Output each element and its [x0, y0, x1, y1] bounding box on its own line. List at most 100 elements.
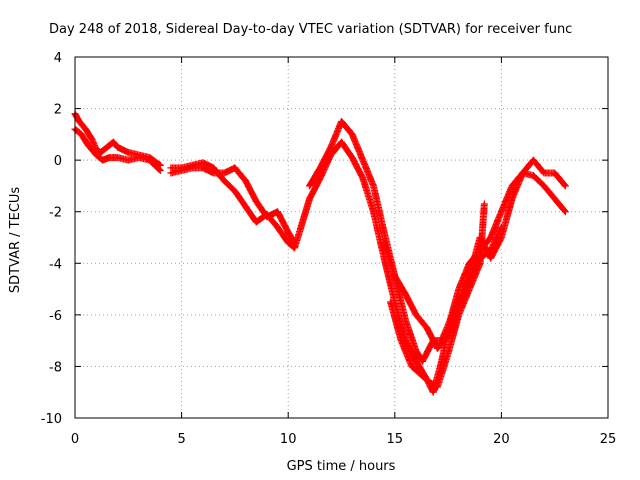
data-point: [399, 339, 403, 342]
plot-frame: [74, 56, 609, 419]
data-point: [287, 231, 290, 234]
data-point: [489, 256, 492, 260]
data-point: [340, 120, 343, 123]
data-point: [127, 151, 130, 154]
data-point: [318, 176, 322, 180]
x-tick-label: 10: [280, 432, 297, 447]
data-point: [542, 184, 546, 188]
data-point: [223, 171, 226, 175]
x-tick-label: 25: [600, 432, 617, 447]
data-point: [308, 184, 311, 188]
data-point: [201, 161, 205, 164]
data-point: [510, 184, 514, 188]
x-tick-label: 0: [71, 432, 79, 447]
data-point: [500, 225, 503, 229]
data-point: [500, 236, 503, 239]
y-tick-label: 0: [54, 154, 62, 169]
x-axis-label: GPS time / hours: [287, 459, 396, 474]
data-point: [532, 158, 535, 162]
y-tick-label: -8: [49, 360, 62, 375]
y-tick-label: -2: [49, 206, 62, 221]
series-track-8: [387, 200, 488, 391]
data-point: [148, 158, 151, 162]
data-point: [404, 318, 407, 322]
data-point: [382, 256, 386, 260]
data-point: [287, 241, 290, 244]
data-layer: [71, 110, 569, 396]
data-point: [446, 352, 450, 355]
data-point: [404, 339, 407, 342]
data-point: [500, 210, 503, 213]
data-point: [223, 179, 226, 182]
chart-title: Day 248 of 2018, Sidereal Day-to-day VTE…: [49, 22, 572, 37]
x-tick-label: 5: [177, 432, 185, 447]
data-point: [293, 246, 296, 250]
data-point: [255, 200, 258, 203]
data-point: [542, 171, 546, 175]
data-point: [127, 158, 130, 162]
data-point: [265, 215, 269, 219]
y-axis-label: SDTVAR / TECUs: [8, 187, 23, 294]
data-point: [116, 156, 119, 159]
data-point: [483, 202, 486, 206]
data-point: [457, 313, 460, 317]
data-point: [414, 313, 418, 317]
data-point: [414, 349, 418, 353]
data-point: [427, 380, 431, 384]
data-point: [389, 300, 392, 304]
data-point: [180, 169, 183, 172]
data-point: [299, 225, 303, 229]
data-point: [212, 171, 215, 175]
data-point: [553, 171, 556, 175]
data-point: [105, 146, 109, 149]
data-point: [404, 293, 407, 296]
data-point: [372, 184, 375, 188]
data-point: [564, 210, 567, 213]
data-point: [436, 347, 439, 350]
data-point: [244, 205, 247, 208]
data-point: [255, 220, 258, 224]
data-point: [318, 166, 322, 170]
data-point: [489, 249, 492, 252]
data-point: [233, 166, 237, 170]
data-point: [99, 151, 102, 154]
data-point: [276, 225, 279, 229]
data-point: [431, 391, 435, 394]
data-point: [521, 171, 524, 175]
data-point: [308, 197, 311, 201]
data-point: [329, 146, 333, 149]
grid: [75, 57, 608, 418]
data-point: [90, 138, 94, 141]
data-point: [468, 274, 471, 278]
data-point: [276, 210, 279, 213]
data-point: [244, 179, 247, 182]
data-point: [421, 360, 424, 363]
data-point: [410, 365, 414, 368]
data-point: [95, 153, 98, 157]
data-point: [361, 176, 365, 180]
data-point: [112, 140, 115, 144]
data-point: [564, 184, 567, 188]
data-point: [101, 158, 104, 162]
data-point: [80, 133, 83, 136]
data-point: [457, 287, 460, 291]
axes: [74, 56, 609, 419]
data-point: [201, 166, 205, 170]
data-point: [478, 262, 482, 265]
data-point: [436, 385, 439, 389]
data-point: [393, 274, 396, 278]
data-point: [350, 156, 354, 159]
data-point: [382, 241, 386, 244]
data-point: [393, 300, 396, 304]
data-point: [340, 140, 343, 144]
data-point: [191, 166, 194, 170]
data-point: [78, 120, 81, 123]
data-point: [84, 128, 87, 131]
data-point: [107, 156, 111, 159]
x-tick-label: 20: [493, 432, 510, 447]
data-point: [159, 169, 162, 172]
data-point: [372, 210, 375, 213]
data-point: [553, 197, 556, 201]
data-point: [414, 360, 418, 363]
data-point: [137, 156, 141, 159]
